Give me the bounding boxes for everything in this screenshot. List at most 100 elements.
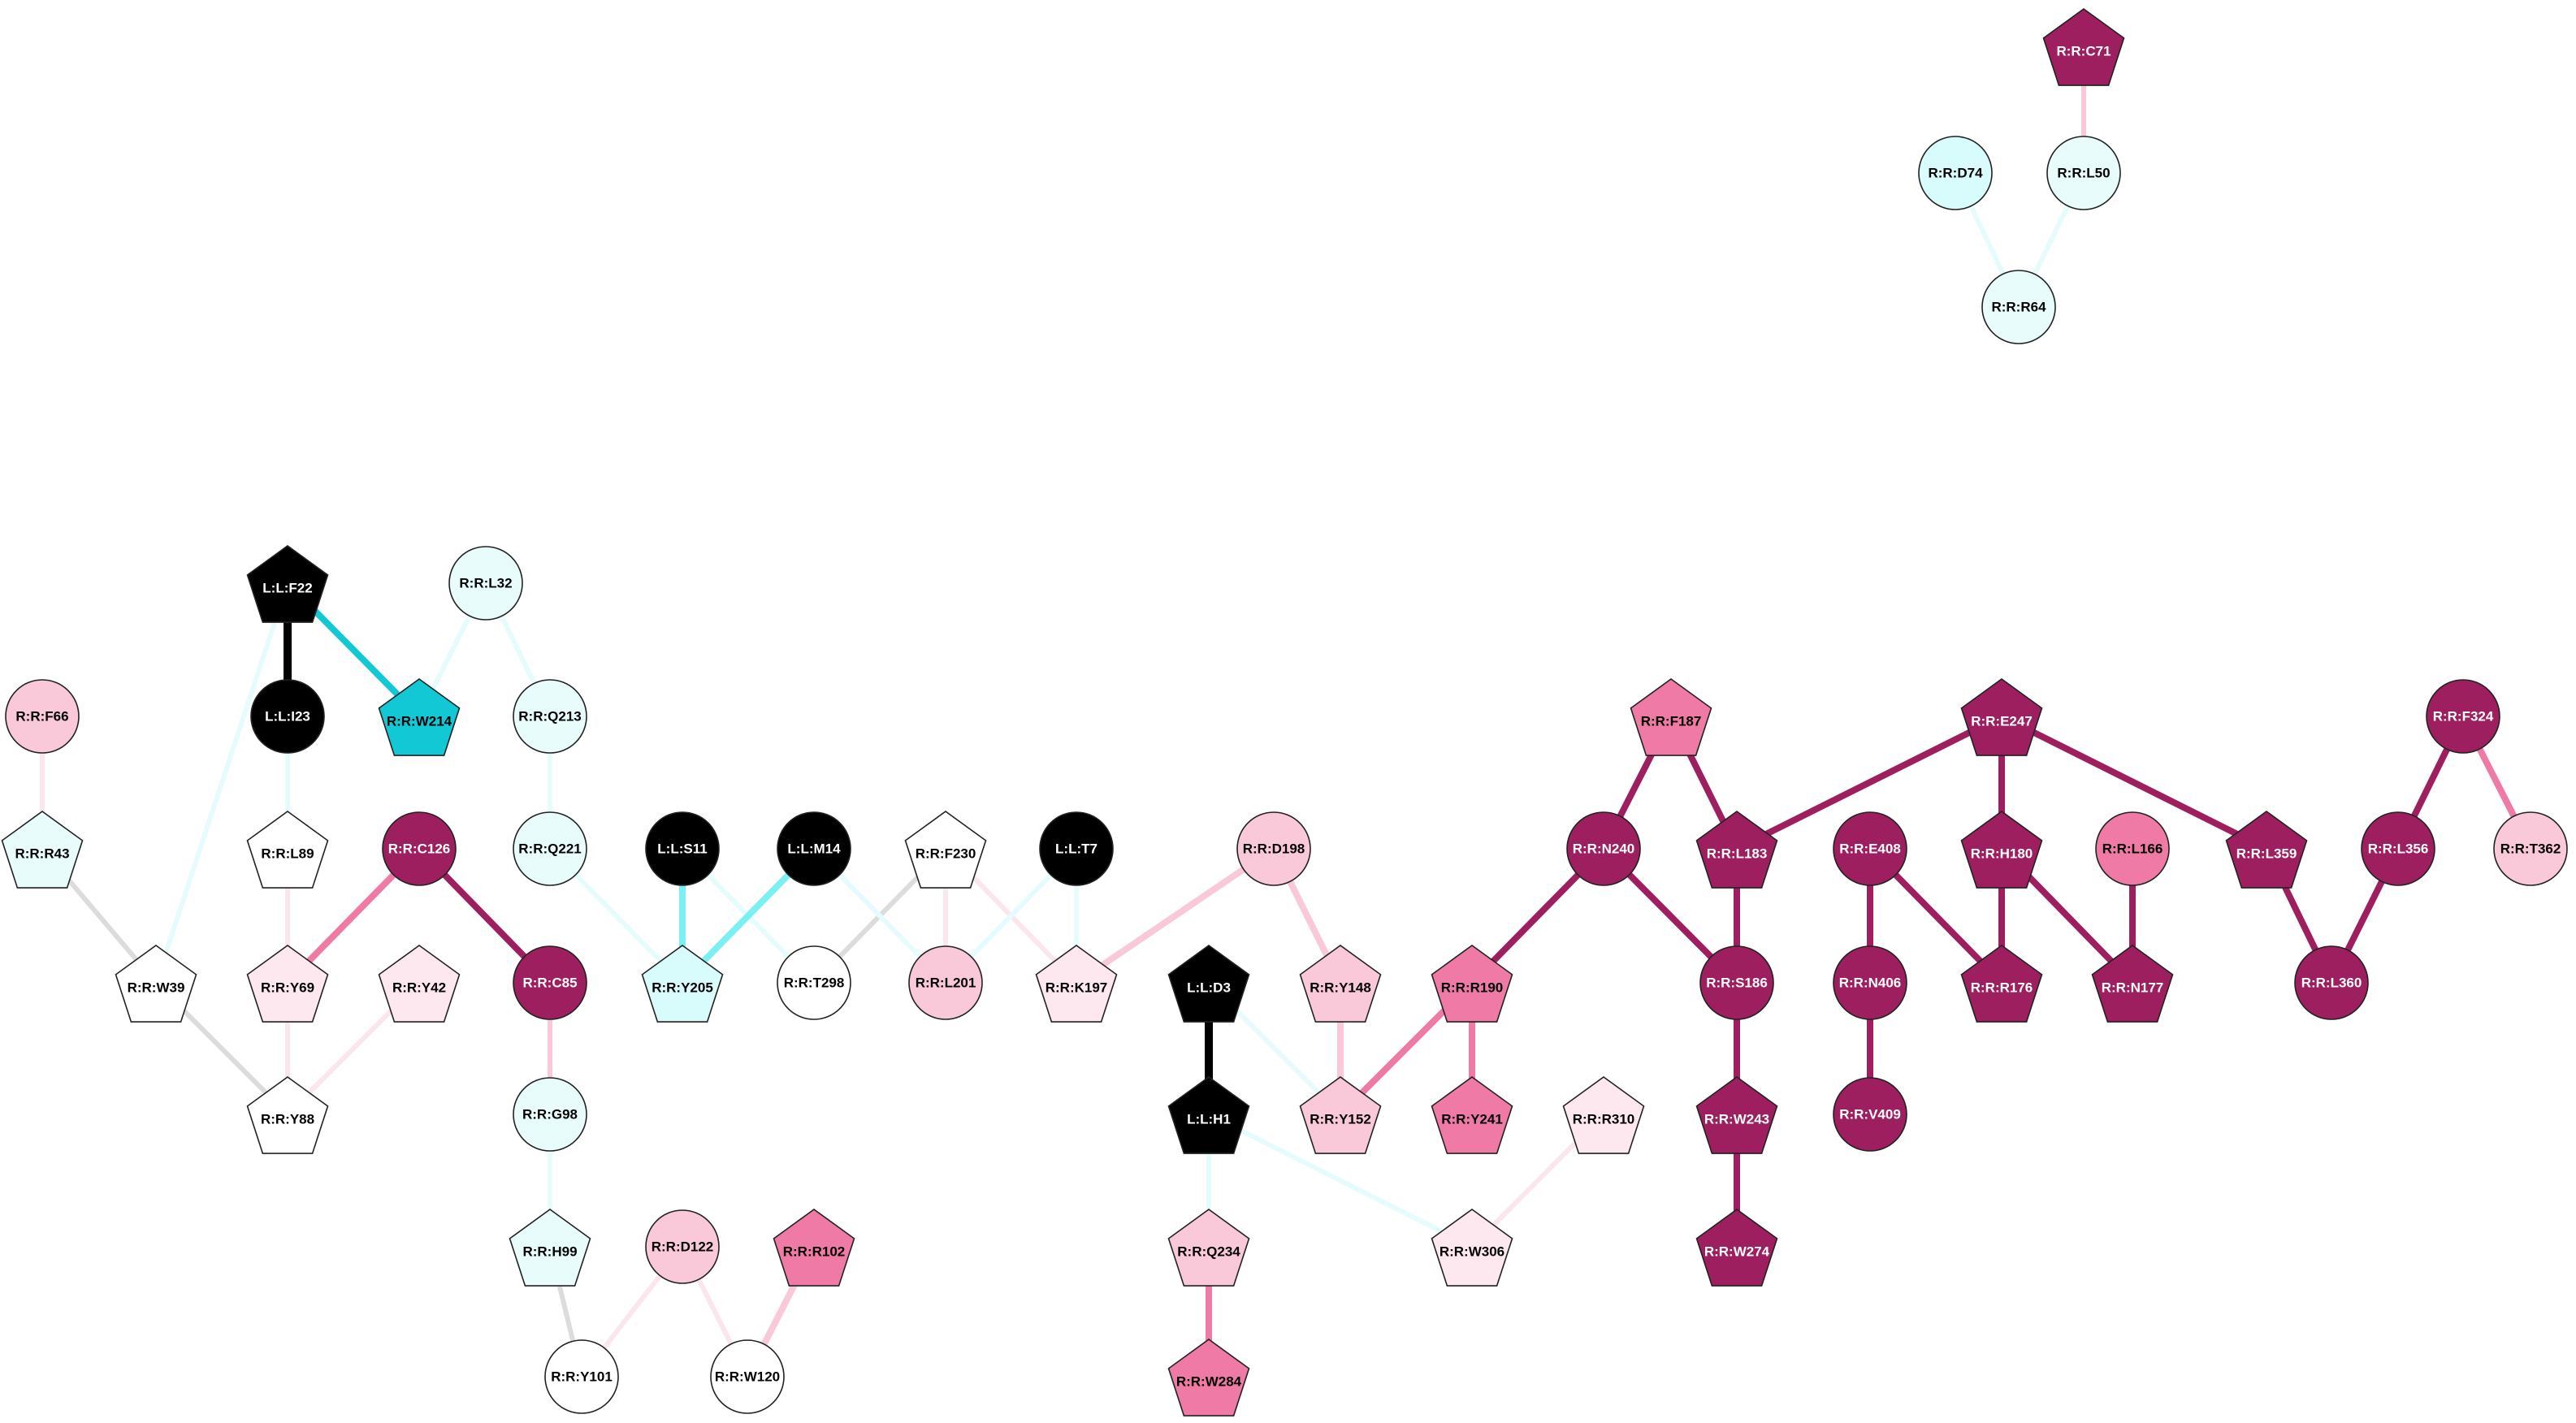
node-label: R:R:L166	[2102, 841, 2163, 857]
node-r-r-y88[interactable]: R:R:Y88	[246, 1076, 329, 1154]
node-label: R:R:S186	[1706, 975, 1768, 991]
node-r-r-d198[interactable]: R:R:D198	[1236, 811, 1311, 886]
node-r-r-l32[interactable]: R:R:L32	[448, 546, 523, 621]
node-r-r-w243[interactable]: R:R:W243	[1695, 1076, 1778, 1154]
node-label: R:R:H99	[522, 1244, 577, 1260]
node-circle-shape	[2426, 679, 2500, 754]
node-r-r-l201[interactable]: R:R:L201	[908, 945, 983, 1020]
node-l-l-f22[interactable]: L:L:F22	[246, 545, 329, 623]
node-r-r-w214[interactable]: R:R:W214	[378, 678, 461, 756]
node-r-r-y148[interactable]: R:R:Y148	[1299, 945, 1382, 1023]
node-circle-shape	[2361, 811, 2435, 886]
node-r-r-c71[interactable]: R:R:C71	[2042, 8, 2125, 86]
node-r-r-l359[interactable]: R:R:L359	[2225, 811, 2308, 889]
node-circle-shape	[544, 1339, 619, 1414]
node-r-r-l183[interactable]: R:R:L183	[1695, 811, 1778, 889]
node-label: R:R:C126	[388, 841, 451, 857]
node-pentagon-shape	[1562, 1076, 1645, 1154]
node-l-l-d3[interactable]: L:L:D3	[1167, 945, 1250, 1023]
node-pentagon-shape	[1035, 945, 1118, 1023]
node-label: R:R:L360	[2301, 975, 2362, 991]
node-label: R:R:Y69	[261, 980, 314, 996]
node-circle-shape	[513, 945, 587, 1020]
node-r-r-k197[interactable]: R:R:K197	[1035, 945, 1118, 1023]
node-r-r-v409[interactable]: R:R:V409	[1833, 1077, 1907, 1152]
node-r-r-r43[interactable]: R:R:R43	[1, 811, 84, 889]
node-r-r-r64[interactable]: R:R:R64	[1981, 270, 2056, 344]
node-l-l-m14[interactable]: L:L:M14	[777, 811, 851, 886]
node-r-r-d122[interactable]: R:R:D122	[645, 1209, 720, 1284]
node-label: R:R:W306	[1440, 1244, 1504, 1260]
node-label: L:L:T7	[1055, 841, 1098, 857]
node-pentagon-shape	[1960, 811, 2043, 889]
node-pentagon-shape	[1630, 678, 1712, 756]
node-circle-shape	[2493, 811, 2568, 886]
node-r-r-d74[interactable]: R:R:D74	[1918, 136, 1993, 210]
node-r-r-c85[interactable]: R:R:C85	[513, 945, 587, 1020]
node-pentagon-shape	[246, 545, 329, 623]
node-r-r-q213[interactable]: R:R:Q213	[513, 679, 587, 754]
node-r-r-f230[interactable]: R:R:F230	[904, 811, 987, 889]
node-circle-shape	[645, 1209, 720, 1284]
node-label: R:R:W39	[128, 980, 185, 996]
node-r-r-g98[interactable]: R:R:G98	[513, 1077, 587, 1152]
node-circle-shape	[5, 679, 80, 754]
node-r-r-y101[interactable]: R:R:Y101	[544, 1339, 619, 1414]
node-r-r-r176[interactable]: R:R:R176	[1960, 945, 2043, 1023]
node-r-r-f187[interactable]: R:R:F187	[1630, 678, 1712, 756]
node-r-r-s186[interactable]: R:R:S186	[1699, 945, 1774, 1020]
node-r-r-l356[interactable]: R:R:L356	[2361, 811, 2435, 886]
node-r-r-y42[interactable]: R:R:Y42	[378, 945, 461, 1023]
node-r-r-l50[interactable]: R:R:L50	[2046, 136, 2121, 210]
node-pentagon-shape	[1960, 678, 2043, 756]
node-r-r-e247[interactable]: R:R:E247	[1960, 678, 2043, 756]
node-r-r-l89[interactable]: R:R:L89	[246, 811, 329, 889]
node-label: R:R:D74	[1928, 166, 1983, 181]
node-r-r-n240[interactable]: R:R:N240	[1566, 811, 1641, 886]
node-r-r-e408[interactable]: R:R:E408	[1833, 811, 1907, 886]
node-label: R:R:E247	[1971, 714, 2033, 729]
node-r-r-w39[interactable]: R:R:W39	[115, 945, 197, 1023]
node-r-r-t362[interactable]: R:R:T362	[2493, 811, 2568, 886]
node-circle-shape	[1981, 270, 2056, 344]
node-r-r-l360[interactable]: R:R:L360	[2294, 945, 2369, 1020]
node-label: R:R:F66	[15, 709, 68, 724]
node-r-r-q221[interactable]: R:R:Q221	[513, 811, 587, 886]
node-r-r-f324[interactable]: R:R:F324	[2426, 679, 2500, 754]
node-r-r-r190[interactable]: R:R:R190	[1431, 945, 1513, 1023]
node-circle-shape	[250, 679, 325, 754]
node-r-r-t298[interactable]: R:R:T298	[777, 945, 851, 1020]
node-r-r-q234[interactable]: R:R:Q234	[1167, 1209, 1250, 1287]
node-r-r-f66[interactable]: R:R:F66	[5, 679, 80, 754]
node-l-l-s11[interactable]: L:L:S11	[645, 811, 720, 886]
node-pentagon-shape	[1167, 945, 1250, 1023]
node-l-l-i23[interactable]: L:L:I23	[250, 679, 325, 754]
node-label: R:R:L359	[2236, 846, 2297, 862]
node-l-l-h1[interactable]: L:L:H1	[1167, 1076, 1250, 1154]
node-pentagon-shape	[2091, 945, 2174, 1023]
node-pentagon-shape	[1960, 945, 2043, 1023]
node-pentagon-shape	[1695, 1076, 1778, 1154]
node-r-r-h180[interactable]: R:R:H180	[1960, 811, 2043, 889]
node-r-r-n406[interactable]: R:R:N406	[1833, 945, 1907, 1020]
node-r-r-h99[interactable]: R:R:H99	[509, 1209, 591, 1287]
node-r-r-n177[interactable]: R:R:N177	[2091, 945, 2174, 1023]
node-r-r-l166[interactable]: R:R:L166	[2095, 811, 2170, 886]
node-r-r-r102[interactable]: R:R:R102	[773, 1209, 855, 1287]
node-r-r-w306[interactable]: R:R:W306	[1431, 1209, 1513, 1287]
node-label: R:R:R190	[1441, 980, 1504, 996]
node-r-r-y69[interactable]: R:R:Y69	[246, 945, 329, 1023]
node-r-r-y205[interactable]: R:R:Y205	[641, 945, 724, 1023]
node-r-r-c126[interactable]: R:R:C126	[382, 811, 457, 886]
node-r-r-y241[interactable]: R:R:Y241	[1431, 1076, 1513, 1154]
node-pentagon-shape	[641, 945, 724, 1023]
node-r-r-w120[interactable]: R:R:W120	[710, 1339, 785, 1414]
node-pentagon-shape	[1431, 1209, 1513, 1287]
node-r-r-y152[interactable]: R:R:Y152	[1299, 1076, 1382, 1154]
node-l-l-t7[interactable]: L:L:T7	[1039, 811, 1114, 886]
node-r-r-r310[interactable]: R:R:R310	[1562, 1076, 1645, 1154]
node-r-r-w274[interactable]: R:R:W274	[1695, 1209, 1778, 1287]
node-r-r-w284[interactable]: R:R:W284	[1167, 1339, 1250, 1417]
node-pentagon-shape	[1695, 1209, 1778, 1287]
